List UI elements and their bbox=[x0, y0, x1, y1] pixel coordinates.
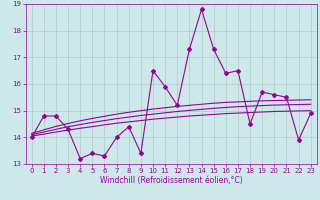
X-axis label: Windchill (Refroidissement éolien,°C): Windchill (Refroidissement éolien,°C) bbox=[100, 176, 243, 185]
